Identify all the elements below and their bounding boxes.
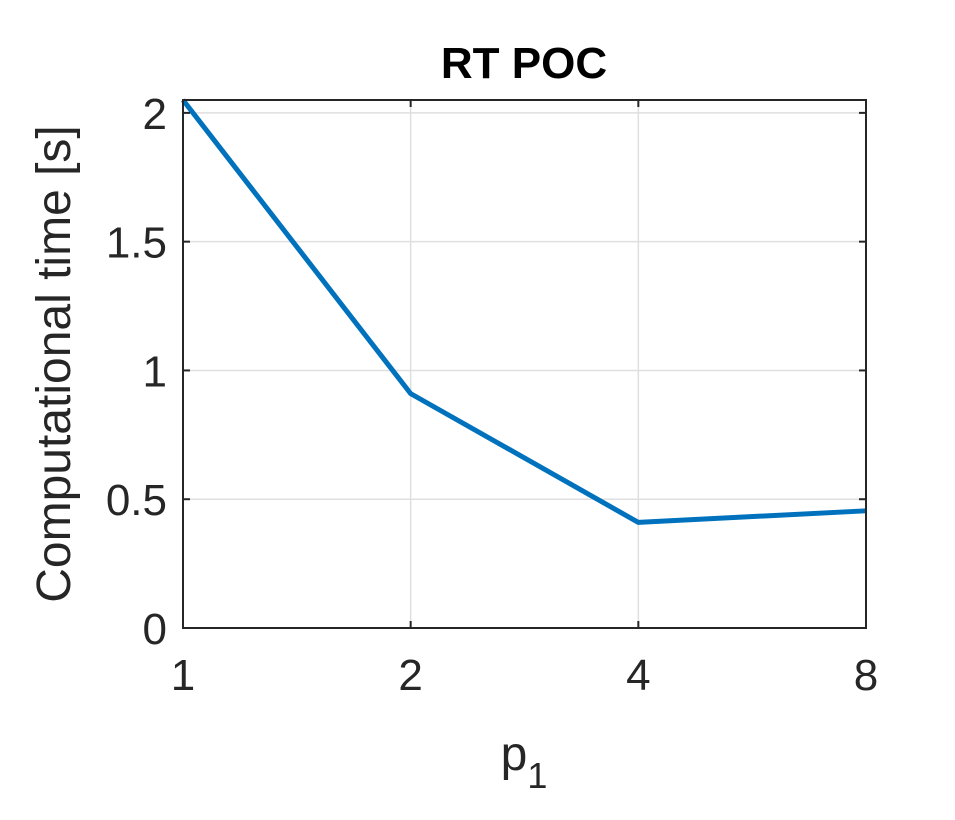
- x-tick-labels: 1 2 4 8: [171, 651, 878, 700]
- series-line: [181, 98, 867, 525]
- x-tick-label: 4: [626, 651, 650, 700]
- x-tick-label: 1: [171, 651, 195, 700]
- grid-lines: [182, 100, 867, 629]
- x-axis-label: p1: [501, 728, 548, 796]
- series-layer: [181, 98, 867, 525]
- x-axis-label-subscript: 1: [527, 755, 547, 796]
- y-tick-label: 1: [143, 347, 167, 396]
- y-axis-label: Computational time [s]: [28, 125, 81, 603]
- axis-ticks: [182, 100, 867, 629]
- x-axis-label-main: p: [501, 728, 528, 781]
- chart-title: RT POC: [441, 39, 607, 88]
- y-tick-label: 1.5: [106, 219, 167, 268]
- y-tick-label: 0: [143, 605, 167, 654]
- x-tick-label: 2: [398, 651, 422, 700]
- x-tick-label: 8: [854, 651, 878, 700]
- y-tick-label: 2: [143, 90, 167, 139]
- y-tick-labels: 0 0.5 1 1.5 2: [106, 90, 167, 654]
- y-tick-label: 0.5: [106, 476, 167, 525]
- plot-frame: [182, 99, 867, 629]
